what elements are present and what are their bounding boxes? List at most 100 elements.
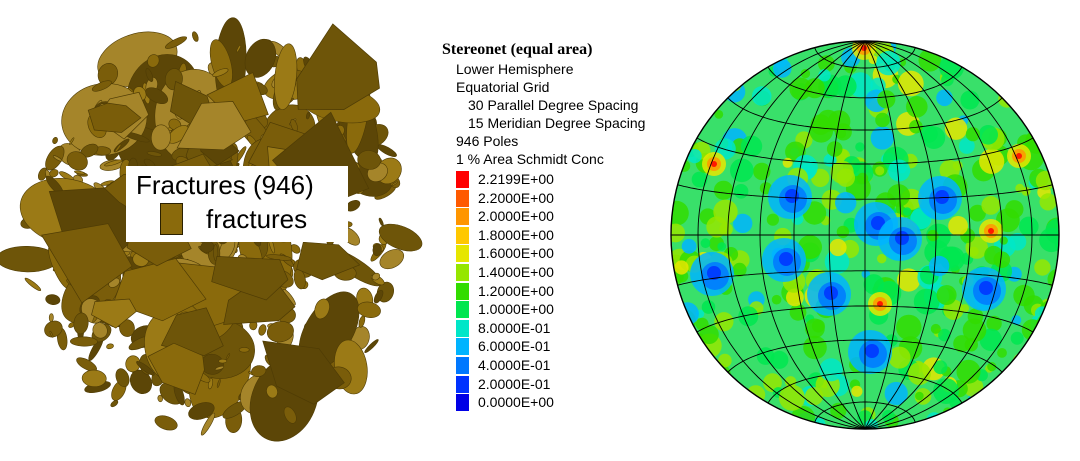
contour-patch (951, 406, 965, 420)
colorbar-swatch (456, 301, 469, 319)
contour-patch (1049, 418, 1059, 429)
legend-swatch (160, 203, 183, 235)
contour-patch (836, 225, 850, 239)
fracture-disc (258, 324, 267, 336)
fracture-plane (262, 340, 345, 405)
parallel-line (696, 137, 1034, 165)
colorbar-swatch (456, 189, 469, 207)
contour-patch (877, 254, 887, 264)
fracture-disc (106, 343, 114, 350)
contour-patch (729, 79, 742, 92)
contour-patch (962, 318, 987, 343)
fracture-disc (192, 31, 199, 42)
colorbar-label: 2.0000E-01 (478, 375, 551, 392)
colorbar-label: 2.2199E+00 (478, 171, 554, 187)
contour-patch (673, 120, 691, 139)
fracture-disc (150, 124, 171, 151)
legend-label: fractures (206, 204, 308, 234)
contour-patch (717, 242, 727, 251)
contour-patch (819, 358, 843, 382)
contour-patch (1040, 96, 1054, 110)
contour-patch (691, 171, 708, 188)
high-density-zone (1021, 361, 1027, 367)
parallel-line (814, 47, 916, 69)
contour-patch (1053, 342, 1059, 353)
high-density-zone (711, 161, 717, 167)
parallel-line (727, 339, 1003, 373)
fracture-disc (69, 137, 75, 145)
fracture-network-view: Fractures (946) fractures (0, 0, 430, 456)
contour-patch (944, 117, 968, 140)
contour-patch (770, 350, 789, 369)
colorbar-swatch (456, 394, 469, 412)
fracture-disc (104, 159, 123, 167)
contour-patch (733, 213, 753, 234)
contour-patch (1019, 216, 1039, 237)
contour-patch (764, 408, 779, 422)
contour-patch (836, 168, 855, 187)
contour-patch (882, 409, 895, 423)
fracture-plane (296, 241, 361, 281)
parallel-line (767, 66, 963, 99)
fracture-legend: Fractures (946) fractures (126, 166, 348, 242)
contour-patch (870, 126, 894, 150)
low-density-zone (824, 286, 838, 300)
contour-patch (805, 318, 825, 339)
parallel-line (677, 184, 1053, 200)
contour-patch (705, 373, 729, 397)
contour-patch (1039, 345, 1059, 368)
contour-patch (1010, 331, 1024, 345)
colorbar-swatch (456, 226, 469, 244)
fracture-disc (154, 415, 178, 431)
contour-patch (714, 110, 724, 119)
fracture-disc (127, 86, 134, 93)
colorbar-swatch (456, 282, 469, 300)
contour-patch (766, 213, 779, 226)
contour-patch (1035, 170, 1056, 191)
stereonet-info: Stereonet (equal area) Lower Hemisphere … (442, 40, 682, 168)
grid-label: Equatorial Grid (456, 79, 550, 95)
fracture-disc (188, 402, 215, 420)
contour-patch (999, 57, 1013, 72)
contour-patch (1039, 351, 1058, 370)
fracture-disc (145, 87, 169, 105)
fracture-disc (115, 368, 130, 388)
fracture-disc (146, 151, 162, 157)
colorbar-swatch (456, 171, 469, 188)
contour-patch (979, 148, 1005, 174)
contour-patch (896, 314, 922, 341)
contour-patch (671, 359, 686, 374)
contour-patch (902, 207, 912, 216)
fracture-disc (200, 412, 216, 436)
fracture-plane (296, 23, 380, 110)
contour-patch (913, 288, 940, 315)
fracture-disc (216, 378, 221, 388)
contour-patch (804, 424, 822, 429)
contour-patch (887, 184, 910, 207)
contour-patch (671, 41, 673, 54)
contour-patch (969, 204, 986, 222)
fracture-disc (266, 321, 294, 343)
contour-patch (784, 376, 797, 388)
contour-patch (671, 111, 672, 121)
legend-title: Fractures (946) (136, 170, 314, 200)
contour-patch (990, 41, 1011, 51)
contour-patch (919, 124, 938, 143)
contour-patch (1034, 259, 1051, 276)
contour-patch (700, 238, 711, 249)
stereonet-outline (670, 40, 1060, 430)
parallel-line (814, 401, 916, 423)
fracture-disc (164, 36, 188, 49)
contour-patch (738, 306, 759, 327)
contour-patch (674, 260, 689, 275)
contour-patch (857, 172, 869, 184)
contour-patch (671, 41, 677, 55)
fracture-disc (305, 111, 311, 120)
contour-patch (804, 78, 825, 99)
contour-patch (819, 41, 835, 44)
contour-patch (986, 315, 1002, 332)
colorbar-swatch (456, 356, 469, 374)
contour-patch (671, 82, 678, 92)
fracture-disc (66, 151, 88, 171)
contour-patch (771, 420, 794, 429)
